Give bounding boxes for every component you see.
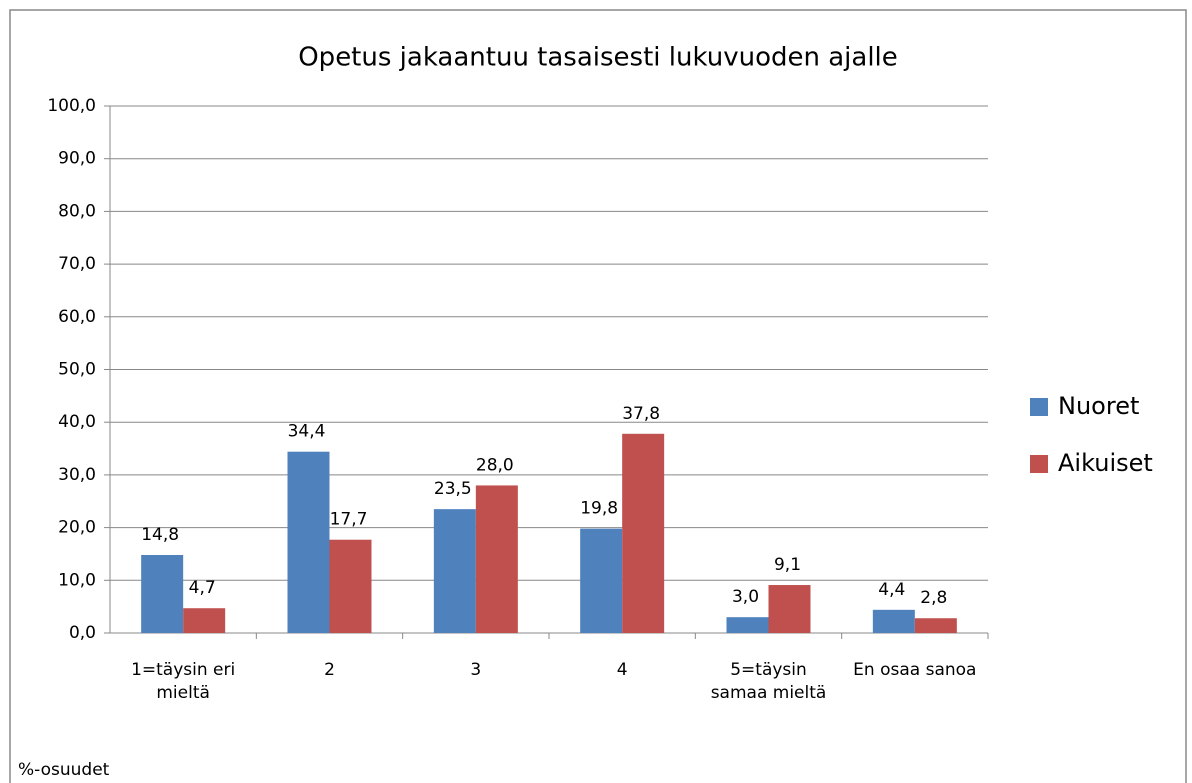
x-tick-label: 4 <box>616 660 628 680</box>
data-label: 14,8 <box>141 525 179 545</box>
data-label: 17,7 <box>330 510 368 530</box>
data-label: 4,7 <box>189 578 216 598</box>
annotation: %-osuudet <box>18 760 110 780</box>
chart-frame <box>9 9 1187 783</box>
bar <box>622 433 665 633</box>
y-tick-label: 40,0 <box>58 412 96 432</box>
chart-title: Opetus jakaantuu tasaisesti lukuvuoden a… <box>298 43 898 73</box>
bar <box>141 555 184 633</box>
bar <box>329 539 372 633</box>
y-tick-label: 50,0 <box>58 360 96 380</box>
x-tick-label: 1=täysin eri mieltä <box>131 660 236 703</box>
data-label: 2,8 <box>920 588 947 608</box>
x-tick-label: 3 <box>470 660 482 680</box>
bar <box>914 618 957 633</box>
bar <box>183 608 226 633</box>
y-tick-label: 60,0 <box>58 307 96 327</box>
legend-label: Nuoret <box>1058 392 1139 420</box>
x-tick-label: 2 <box>324 660 335 680</box>
y-tick-label: 70,0 <box>58 254 96 274</box>
data-label: 28,0 <box>476 455 514 475</box>
bar <box>726 617 769 633</box>
legend-swatch <box>1030 398 1048 416</box>
data-label: 37,8 <box>622 404 660 424</box>
legend-label: Aikuiset <box>1058 449 1153 477</box>
y-tick-label: 0,0 <box>69 623 96 643</box>
y-tick-label: 10,0 <box>58 570 96 590</box>
x-tick-label: En osaa sanoa <box>853 660 977 680</box>
data-label: 9,1 <box>774 555 801 575</box>
y-tick-label: 30,0 <box>58 465 96 485</box>
data-label: 23,5 <box>434 479 472 499</box>
data-label: 4,4 <box>878 580 905 600</box>
bar <box>433 509 476 633</box>
bar <box>872 609 915 633</box>
data-label: 34,4 <box>288 422 326 442</box>
x-tick-label: 5=täysin samaa mieltä <box>710 660 827 703</box>
data-label: 3,0 <box>732 587 759 607</box>
bar <box>580 528 623 633</box>
data-label: 19,8 <box>580 499 618 519</box>
bar <box>768 585 811 633</box>
y-tick-label: 90,0 <box>58 149 96 169</box>
y-tick-label: 100,0 <box>47 96 96 116</box>
bar <box>287 451 330 633</box>
legend-swatch <box>1030 455 1048 473</box>
bar <box>475 485 518 633</box>
y-tick-label: 20,0 <box>58 518 96 538</box>
y-tick-label: 80,0 <box>58 201 96 221</box>
